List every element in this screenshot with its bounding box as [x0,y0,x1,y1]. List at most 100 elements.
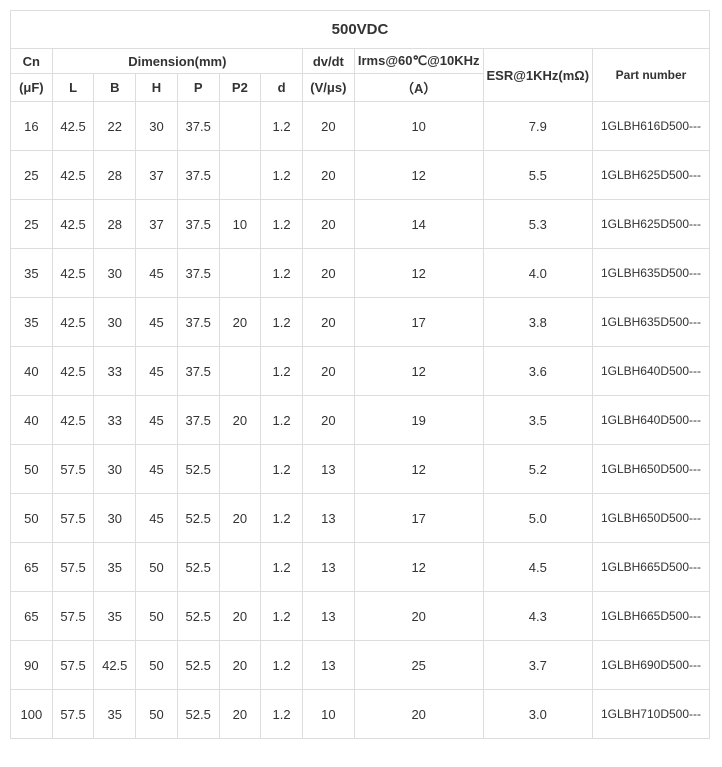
header-H: H [136,74,178,102]
cell-part: 1GLBH625D500--- [592,151,709,200]
cell-d: 1.2 [261,151,303,200]
cell-esr: 4.0 [483,249,592,298]
cell-L: 57.5 [52,445,94,494]
cell-P2 [219,249,261,298]
cell-P: 52.5 [177,641,219,690]
cell-dvdt: 13 [302,543,354,592]
cell-cn: 40 [11,396,53,445]
cell-irms: 12 [354,543,483,592]
spec-table: 500VDC Cn Dimension(mm) dv/dt Irms@60℃@1… [10,10,710,739]
cell-P2: 20 [219,298,261,347]
cell-H: 50 [136,592,178,641]
cell-B: 33 [94,347,136,396]
cell-P: 37.5 [177,102,219,151]
cell-irms: 12 [354,151,483,200]
cell-esr: 4.3 [483,592,592,641]
cell-d: 1.2 [261,543,303,592]
cell-B: 30 [94,298,136,347]
cell-L: 57.5 [52,494,94,543]
cell-cn: 25 [11,200,53,249]
cell-part: 1GLBH640D500--- [592,347,709,396]
table-row: 3542.5304537.51.220124.01GLBH635D500--- [11,249,710,298]
cell-B: 22 [94,102,136,151]
cell-dvdt: 13 [302,641,354,690]
header-irms-bot: （A） [354,74,483,102]
cell-dvdt: 10 [302,690,354,739]
cell-B: 33 [94,396,136,445]
cell-L: 42.5 [52,347,94,396]
cell-L: 57.5 [52,690,94,739]
cell-P: 37.5 [177,249,219,298]
cell-P2 [219,151,261,200]
header-dimension: Dimension(mm) [52,49,302,74]
cell-part: 1GLBH665D500--- [592,543,709,592]
cell-H: 45 [136,445,178,494]
cell-dvdt: 13 [302,592,354,641]
table-row: 3542.5304537.5201.220173.81GLBH635D500--… [11,298,710,347]
table-row: 2542.5283737.5101.220145.31GLBH625D500--… [11,200,710,249]
cell-d: 1.2 [261,690,303,739]
cell-d: 1.2 [261,200,303,249]
cell-irms: 17 [354,298,483,347]
cell-P: 37.5 [177,151,219,200]
header-dvdt-top: dv/dt [302,49,354,74]
cell-part: 1GLBH640D500--- [592,396,709,445]
cell-cn: 40 [11,347,53,396]
table-row: 5057.5304552.5201.213175.01GLBH650D500--… [11,494,710,543]
cell-P2: 10 [219,200,261,249]
cell-H: 45 [136,249,178,298]
cell-part: 1GLBH650D500--- [592,445,709,494]
cell-P2 [219,543,261,592]
cell-dvdt: 20 [302,200,354,249]
cell-L: 57.5 [52,641,94,690]
cell-cn: 35 [11,249,53,298]
cell-irms: 14 [354,200,483,249]
cell-B: 42.5 [94,641,136,690]
cell-part: 1GLBH690D500--- [592,641,709,690]
table-row: 6557.5355052.51.213124.51GLBH665D500--- [11,543,710,592]
table-row: 10057.5355052.5201.210203.01GLBH710D500-… [11,690,710,739]
table-row: 6557.5355052.5201.213204.31GLBH665D500--… [11,592,710,641]
cell-irms: 17 [354,494,483,543]
cell-esr: 5.3 [483,200,592,249]
cell-B: 35 [94,543,136,592]
cell-part: 1GLBH635D500--- [592,298,709,347]
cell-esr: 3.8 [483,298,592,347]
cell-irms: 19 [354,396,483,445]
cell-d: 1.2 [261,494,303,543]
cell-d: 1.2 [261,445,303,494]
cell-dvdt: 20 [302,298,354,347]
cell-dvdt: 20 [302,396,354,445]
cell-esr: 4.5 [483,543,592,592]
header-cn-bot: (μF) [11,74,53,102]
cell-dvdt: 20 [302,249,354,298]
cell-dvdt: 13 [302,445,354,494]
cell-cn: 90 [11,641,53,690]
cell-P: 37.5 [177,200,219,249]
header-irms-top: Irms@60℃@10KHz [354,49,483,74]
cell-d: 1.2 [261,592,303,641]
cell-esr: 5.2 [483,445,592,494]
cell-L: 42.5 [52,102,94,151]
cell-part: 1GLBH710D500--- [592,690,709,739]
cell-irms: 12 [354,445,483,494]
cell-P: 52.5 [177,592,219,641]
cell-part: 1GLBH665D500--- [592,592,709,641]
header-d: d [261,74,303,102]
cell-esr: 3.0 [483,690,592,739]
cell-P: 52.5 [177,690,219,739]
cell-B: 30 [94,494,136,543]
cell-cn: 35 [11,298,53,347]
cell-cn: 100 [11,690,53,739]
cell-cn: 65 [11,592,53,641]
cell-part: 1GLBH616D500--- [592,102,709,151]
cell-P2: 20 [219,592,261,641]
cell-cn: 65 [11,543,53,592]
header-cn-top: Cn [11,49,53,74]
cell-esr: 3.5 [483,396,592,445]
cell-esr: 5.0 [483,494,592,543]
cell-H: 50 [136,690,178,739]
header-part: Part number [592,49,709,102]
cell-H: 45 [136,298,178,347]
cell-irms: 25 [354,641,483,690]
